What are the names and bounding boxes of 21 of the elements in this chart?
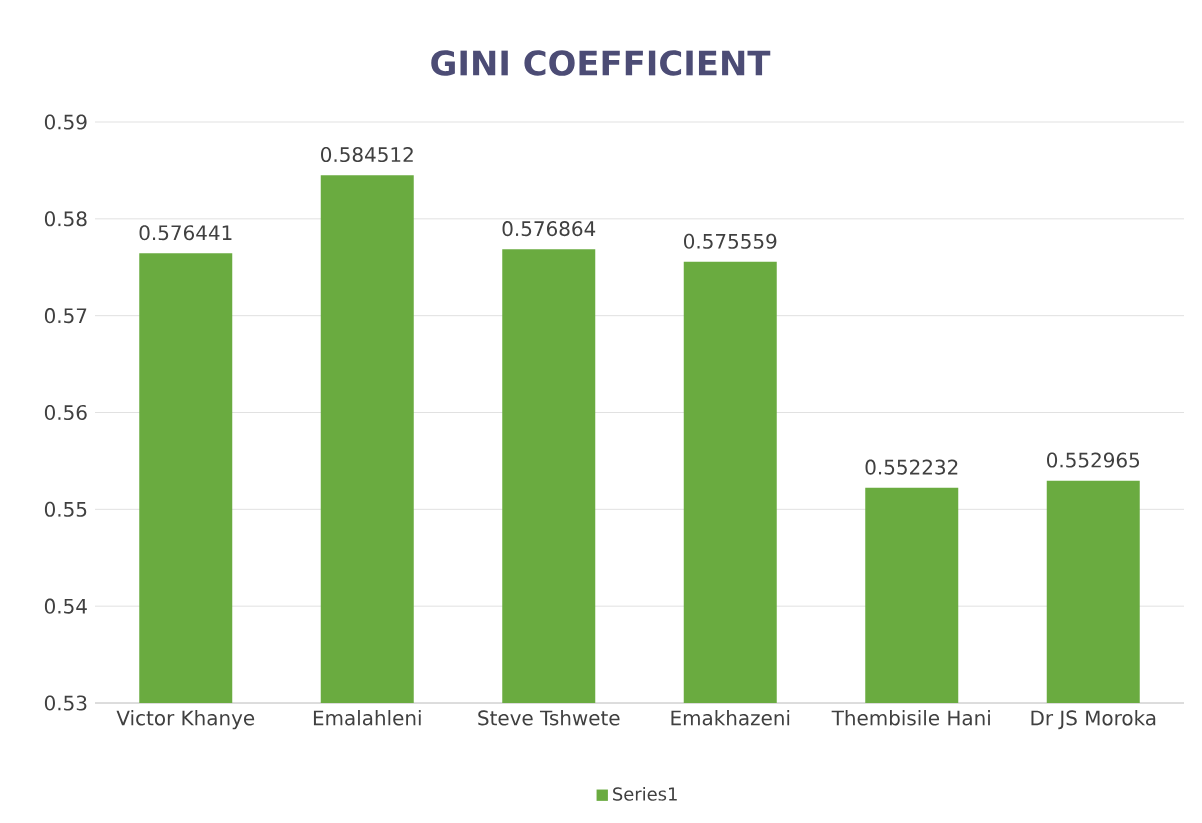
y-tick-label: 0.58 xyxy=(44,211,87,227)
x-tick-label: Thembisile Hani xyxy=(831,710,990,726)
data-label: 0.576864 xyxy=(502,221,596,237)
y-tick-label: 0.57 xyxy=(44,308,87,324)
chart-title: GINI COEFFICIENT xyxy=(431,50,771,76)
x-tick-label: Dr JS Moroka xyxy=(1031,710,1156,730)
y-tick-label: 0.55 xyxy=(44,501,87,517)
x-tick-label: Emakhazeni xyxy=(671,710,790,726)
y-tick-label: 0.54 xyxy=(44,598,87,614)
legend-label: Series1 xyxy=(613,786,677,801)
y-tick-label: 0.53 xyxy=(44,695,87,711)
data-label: 0.575559 xyxy=(684,233,777,249)
data-label: 0.552965 xyxy=(1047,452,1140,468)
x-tick-label: Steve Tshwete xyxy=(478,710,620,726)
data-label: 0.576441 xyxy=(139,225,232,241)
y-tick-label: 0.56 xyxy=(44,404,87,421)
x-tick-label: Victor Khanye xyxy=(116,710,255,730)
y-tick-label: 0.59 xyxy=(44,114,87,130)
data-label: 0.552232 xyxy=(865,459,958,475)
x-tick-label: Emalahleni xyxy=(313,710,421,726)
data-label: 0.584512 xyxy=(321,147,413,163)
